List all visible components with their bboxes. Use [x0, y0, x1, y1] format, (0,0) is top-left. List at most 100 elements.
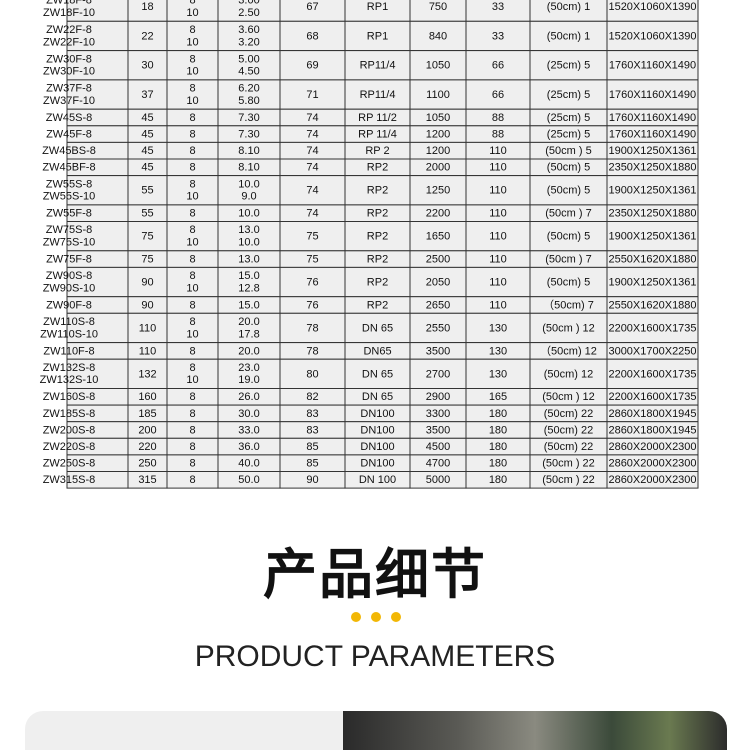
cell-text: 10 — [186, 66, 198, 78]
cell-text: (50cm ) 7 — [545, 208, 591, 220]
cell-text: 2900 — [426, 391, 450, 403]
cell-text: RP11/4 — [360, 60, 396, 72]
cell-text: 74 — [306, 208, 318, 220]
cell-text: (50cm) 1 — [547, 30, 590, 42]
table-cell — [217, 221, 281, 252]
cell-text: 74 — [306, 162, 318, 174]
cell-text: RP2 — [367, 208, 388, 220]
cell-text: 3.00 — [238, 0, 259, 7]
cell-text: 45 — [141, 145, 153, 157]
cell-text: 6.20 — [238, 83, 259, 95]
cell-text: (50cm ) 12 — [542, 391, 595, 403]
cell-text: 71 — [306, 89, 318, 101]
table-cell — [217, 20, 281, 52]
table-cell — [465, 312, 531, 344]
table-cell — [529, 221, 608, 252]
cell-text: 15.0 — [238, 299, 259, 311]
table-cell — [529, 358, 608, 390]
cell-text: 2860X2000X2300 — [608, 441, 696, 453]
cell-text: 8 — [189, 441, 195, 453]
cell-text: ZW22F-8 — [46, 24, 92, 36]
cell-text: 3.20 — [238, 36, 259, 48]
cell-text: 10.0 — [238, 208, 259, 220]
cell-text: 160 — [138, 391, 156, 403]
cell-text: 180 — [489, 458, 507, 470]
cell-text: 1900X1250X1361 — [608, 185, 696, 197]
cell-text: 1100 — [426, 89, 450, 101]
section-title: 产品细节 — [263, 543, 487, 606]
cell-text: 1200 — [426, 129, 450, 141]
cell-text: RP 11/2 — [358, 112, 397, 124]
cell-text: 33.0 — [238, 424, 259, 436]
cell-text: 132 — [138, 368, 156, 380]
table-cell — [66, 358, 129, 390]
table-cell — [166, 312, 219, 344]
cell-text: (50cm ) 12 — [542, 322, 595, 334]
cell-text: ZW90F-8 — [46, 299, 92, 311]
table-cell — [606, 266, 699, 298]
cell-text: 8 — [189, 224, 195, 236]
cell-text: 1760X1160X1490 — [609, 112, 696, 124]
cell-text: ZW132S-10 — [40, 374, 99, 386]
cell-text: 8 — [189, 0, 195, 7]
cell-text: 8 — [189, 178, 195, 190]
cell-text: 74 — [306, 145, 318, 157]
product-photo — [343, 711, 727, 750]
cell-text: RP2 — [367, 162, 388, 174]
cell-text: 2700 — [426, 368, 450, 380]
table-cell — [66, 266, 129, 298]
cell-text: 8 — [189, 145, 195, 157]
table-cell — [279, 50, 346, 81]
cell-text: DN 65 — [362, 368, 393, 380]
cell-text: ZW30F-8 — [46, 53, 92, 65]
cell-text: 130 — [489, 345, 507, 357]
cell-text: 10 — [186, 36, 198, 48]
cell-text: 45 — [141, 129, 153, 141]
cell-text: 180 — [489, 441, 507, 453]
cell-text: 2500 — [426, 254, 450, 266]
cell-text: ZW55F-8 — [46, 208, 92, 220]
cell-text: 83 — [306, 408, 318, 420]
cell-text: 130 — [489, 368, 507, 380]
cell-text: 110 — [489, 145, 507, 157]
cell-text: 1520X1060X1390 — [608, 1, 696, 13]
cell-text: 2050 — [426, 276, 450, 288]
cell-text: 110 — [489, 299, 507, 311]
cell-text: ZW110S-8 — [43, 316, 95, 328]
cell-text: 74 — [306, 129, 318, 141]
cell-text: 23.0 — [238, 362, 259, 374]
cell-text: 1760X1160X1490 — [609, 89, 696, 101]
cell-text: 3.60 — [238, 24, 259, 36]
cell-text: 90 — [306, 474, 318, 486]
cell-text: RP1 — [367, 30, 388, 42]
cell-text: 1900X1250X1361 — [608, 276, 696, 288]
cell-text: 75 — [141, 231, 153, 243]
cell-text: 180 — [489, 408, 507, 420]
table-cell — [127, 358, 168, 390]
cell-text: (50cm) 5 — [547, 185, 590, 197]
table-cell — [127, 175, 168, 206]
table-cell — [66, 79, 129, 110]
cell-text: 20.0 — [238, 345, 259, 357]
cell-text: 2860X1800X1945 — [608, 408, 696, 420]
cell-text: ZW45F-8 — [46, 129, 92, 141]
cell-text: 315 — [138, 474, 156, 486]
cell-text: 50.0 — [238, 474, 259, 486]
cell-text: 1250 — [426, 185, 450, 197]
cell-text: 2550 — [426, 322, 450, 334]
cell-text: ZW45S-8 — [46, 112, 92, 124]
cell-text: 90 — [141, 276, 153, 288]
cell-text: 76 — [306, 299, 318, 311]
cell-text: 78 — [306, 345, 318, 357]
table-cell — [606, 79, 699, 110]
table-cell — [279, 312, 346, 344]
panel — [25, 711, 343, 750]
cell-text: ZW55S-8 — [46, 178, 92, 190]
table-cell — [127, 312, 168, 344]
cell-text: 3000X1700X2250 — [608, 345, 696, 357]
cell-text: ZW30F-10 — [43, 66, 95, 78]
cell-text: 88 — [492, 112, 504, 124]
cell-text: 76 — [306, 276, 318, 288]
cell-text: RP1 — [367, 1, 388, 13]
